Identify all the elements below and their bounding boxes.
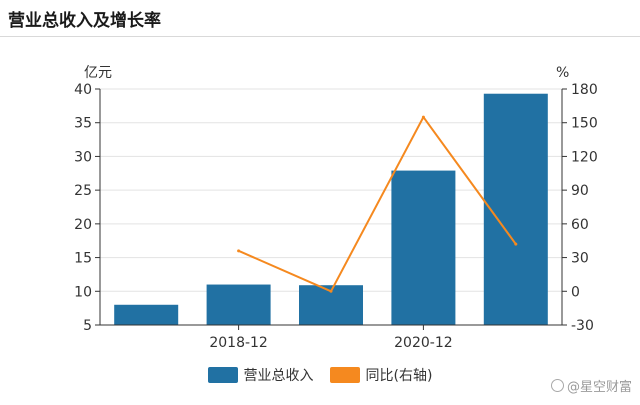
y-right-tick-label: 0 bbox=[571, 284, 580, 300]
legend-label-growth: 同比(右轴) bbox=[365, 368, 433, 384]
legend-item-revenue[interactable]: 营业总收入 bbox=[207, 365, 314, 385]
y-right-tick-label: 150 bbox=[571, 116, 598, 132]
axes-layer: 5 10 15 20 25 30 35 40 -30 0 30 60 90 120 150 180 亿元 % 201… bbox=[74, 65, 598, 351]
y-left-tick-label: 10 bbox=[74, 284, 92, 300]
chart-title: 营业总收入及增长率 bbox=[8, 11, 161, 31]
y-right-tick-label: 90 bbox=[571, 183, 589, 199]
y-left-label: 亿元 bbox=[84, 65, 112, 81]
y-left-tick-label: 30 bbox=[74, 149, 92, 165]
legend-swatch-revenue bbox=[207, 367, 238, 383]
growth-point-2018-12 bbox=[237, 249, 241, 253]
y-right-label: % bbox=[556, 65, 569, 81]
y-right-tick-label: 120 bbox=[571, 149, 598, 165]
y-left-tick-label: 5 bbox=[83, 318, 92, 334]
legend: 营业总收入 同比(右轴) bbox=[0, 364, 640, 386]
y-left-tick-label: 20 bbox=[74, 217, 92, 233]
legend-item-growth[interactable]: 同比(右轴) bbox=[329, 365, 433, 385]
y-left-tick-label: 40 bbox=[74, 82, 92, 98]
y-right-tick-label: 30 bbox=[571, 251, 589, 267]
bar-2020-12 bbox=[391, 170, 456, 325]
y-left-tick-label: 25 bbox=[74, 183, 92, 199]
y-left-tick-label: 35 bbox=[74, 116, 92, 132]
chart-header: 营业总收入及增长率 bbox=[0, 0, 640, 37]
bar-2017-12 bbox=[114, 304, 179, 325]
y-left-tick-label: 15 bbox=[74, 251, 92, 267]
line-layer bbox=[237, 115, 518, 293]
legend-swatch-growth bbox=[329, 367, 360, 383]
growth-point-2020-12 bbox=[421, 115, 425, 119]
y-right-tick-label: -30 bbox=[571, 318, 594, 334]
watermark: @星空财富 bbox=[550, 376, 632, 395]
growth-point-2019-12 bbox=[329, 289, 333, 293]
watermark-text: @星空财富 bbox=[566, 380, 632, 395]
watermark-logo-icon bbox=[550, 379, 564, 392]
bars-layer bbox=[114, 93, 548, 325]
legend-label-revenue: 营业总收入 bbox=[243, 368, 314, 384]
bar-2018-12 bbox=[206, 284, 271, 325]
y-right-tick-label: 60 bbox=[571, 217, 589, 233]
bar-2021-12 bbox=[483, 93, 548, 325]
x-tick-label: 2018-12 bbox=[209, 335, 268, 351]
y-right-tick-label: 180 bbox=[571, 82, 598, 98]
growth-point-2021-12 bbox=[514, 242, 518, 246]
grid-layer bbox=[100, 88, 562, 292]
x-tick-label: 2020-12 bbox=[394, 335, 453, 351]
growth-line bbox=[238, 116, 517, 293]
